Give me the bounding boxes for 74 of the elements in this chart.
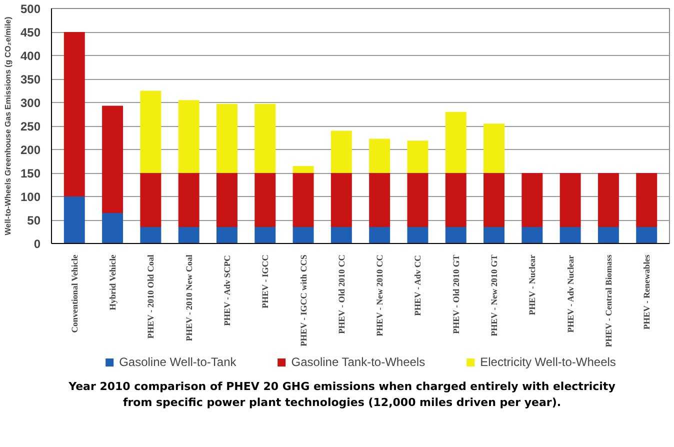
bar (407, 173, 428, 228)
x-tick-label: PHEV - IGCC (260, 254, 270, 308)
bar (102, 212, 124, 244)
bar (369, 173, 390, 228)
bar (522, 173, 543, 228)
bar (330, 173, 352, 228)
bar (140, 227, 162, 244)
bar (330, 227, 352, 244)
x-tick-label: PHEV - 2010 Old Coal (146, 254, 156, 339)
x-tick-label: PHEV - Adv SCPC (222, 255, 232, 326)
y-tick-label: 200 (20, 143, 41, 157)
bar (292, 227, 314, 244)
bar (560, 227, 581, 244)
x-tick-label: PHEV - Nuclear (527, 254, 538, 316)
bar (216, 173, 238, 228)
bar (445, 227, 466, 244)
bar (636, 227, 658, 244)
bar (216, 104, 238, 173)
y-tick-label: 250 (20, 120, 41, 134)
bar (407, 140, 428, 173)
y-tick-label: 100 (20, 190, 41, 204)
bar (445, 173, 466, 228)
bar (445, 112, 466, 173)
bar (598, 227, 619, 244)
x-tick-label: PHEV - Adv CC (412, 255, 423, 316)
bar (254, 173, 276, 228)
bar (484, 124, 505, 173)
bar (254, 104, 276, 173)
x-tick-label: PHEV - New 2010 GT (489, 254, 500, 336)
x-tick-label: PHEV - 2010 New Coal (184, 254, 194, 342)
y-tick-label: 350 (20, 72, 41, 86)
legend-label: Gasoline Tank-to-Wheels (291, 355, 426, 369)
text: Year 2010 comparison of PHEV 20 GHG emissions when charged entirely with electricity from specific power plant technologies (12,000 miles driven per year). (68, 379, 616, 410)
x-tick-label: Conventional Vehicle (69, 254, 80, 333)
bar (522, 227, 543, 244)
bar (330, 130, 352, 173)
y-tick-label: 300 (20, 96, 41, 110)
x-tick-label: PHEV - IGCC with CCS (298, 254, 308, 346)
bar (140, 173, 162, 228)
x-tick-label: PHEV - Adv Nuclear (565, 254, 576, 333)
x-tick-label: PHEV - New 2010 CC (374, 254, 385, 336)
bar (178, 173, 200, 228)
bar (369, 227, 390, 244)
x-tick-label: PHEV - Old 2010 GT (450, 254, 461, 334)
x-tick-label: PHEV - Central Biomass (603, 254, 614, 348)
y-tick-label: 150 (20, 166, 41, 180)
bar (178, 100, 200, 173)
x-tick-label: PHEV - Old 2010 CC (336, 254, 346, 334)
bar (407, 227, 428, 244)
bar (64, 32, 85, 196)
bar (178, 227, 200, 244)
bar (102, 106, 124, 213)
bar (598, 173, 619, 228)
bar (369, 138, 390, 173)
x-tick-label: Hybrid Vehicle (108, 254, 118, 310)
y-tick-label: 400 (20, 49, 41, 63)
bar (292, 166, 314, 173)
y-tick-label: 0 (34, 237, 41, 251)
bar (64, 196, 85, 244)
legend-label: Electricity Well-to-Wheels (480, 355, 616, 369)
bar (292, 173, 314, 228)
y-tick-label: 50 (27, 214, 41, 228)
bar (254, 227, 276, 244)
bar (140, 90, 162, 173)
y-axis-title: Well-to-Wheels Greenhouse Gas Emissions (g CO₂e/mile) (3, 16, 12, 236)
x-tick-label: PHEV - Renewables (642, 254, 652, 330)
legend-label: Gasoline Well-to-Tank (119, 355, 236, 369)
bar (636, 173, 658, 228)
y-tick-label: 500 (20, 2, 41, 16)
bar (560, 173, 581, 228)
bar (484, 227, 505, 244)
bar (484, 173, 505, 228)
bar (216, 227, 238, 244)
y-tick-label: 450 (20, 26, 41, 40)
